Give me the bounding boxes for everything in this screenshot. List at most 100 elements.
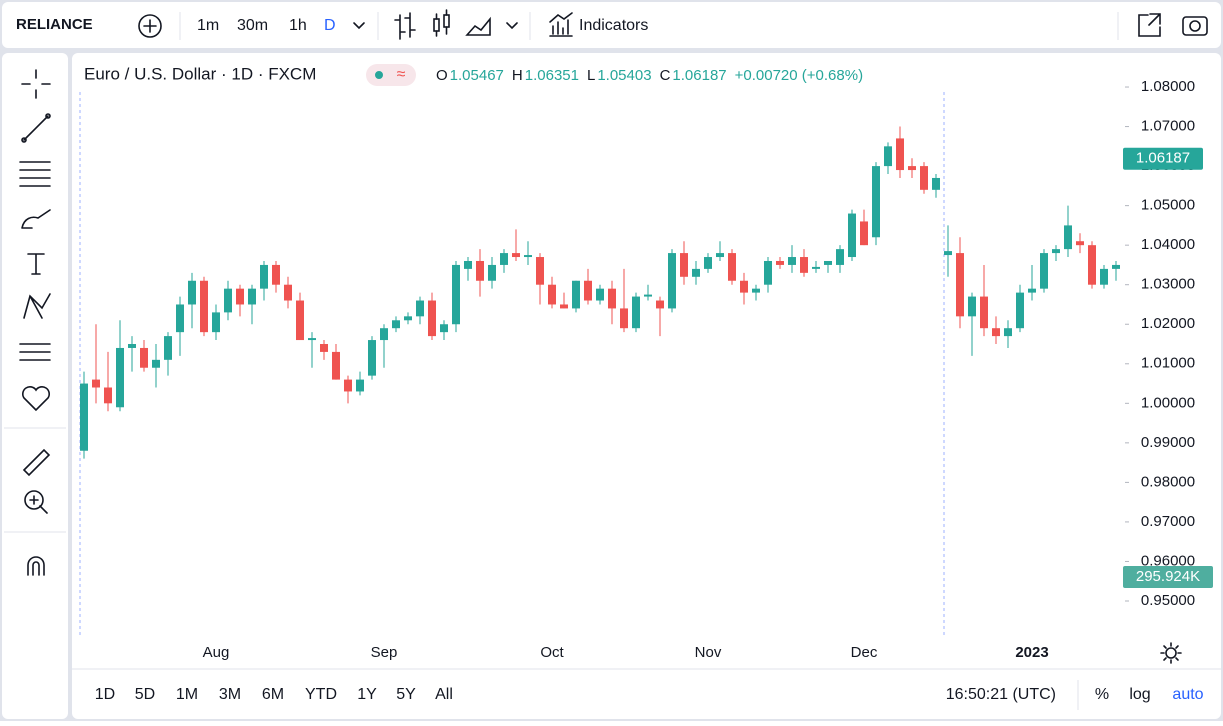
candle-body <box>452 264 460 325</box>
chart-panel <box>72 53 1221 719</box>
candle-body <box>764 260 772 285</box>
candle-body <box>956 253 964 317</box>
bar-style[interactable] <box>394 12 416 40</box>
candle-body <box>320 344 328 352</box>
settings[interactable] <box>1160 642 1182 664</box>
candle-body <box>248 288 256 305</box>
candle-body <box>200 280 208 333</box>
candle-body <box>788 257 796 265</box>
data-badge: ≈ <box>397 66 406 83</box>
scale-option[interactable]: % <box>1095 686 1109 703</box>
interval-button[interactable]: 1m <box>197 17 219 34</box>
scale-option[interactable]: auto <box>1172 686 1203 703</box>
range-button[interactable]: 1D <box>95 686 115 703</box>
y-tick-label: 1.04000 <box>1141 236 1195 253</box>
volume-tag <box>1123 566 1213 588</box>
candle-body <box>308 338 316 341</box>
favorites-tool[interactable] <box>21 386 51 412</box>
candle-body <box>104 387 112 404</box>
candle-body <box>128 344 136 348</box>
y-tick-label: 0.95000 <box>1141 592 1195 609</box>
ohlc-key: H <box>512 67 523 84</box>
add-symbol[interactable] <box>138 14 162 38</box>
area-style[interactable] <box>465 16 491 36</box>
candle-body <box>1040 253 1048 289</box>
candle-body <box>932 177 940 190</box>
zoom-tool[interactable] <box>24 490 48 514</box>
interval-dropdown[interactable] <box>353 22 365 30</box>
scale-option[interactable]: log <box>1129 686 1150 703</box>
range-button[interactable]: YTD <box>305 686 337 703</box>
y-tick-label: 1.08000 <box>1141 78 1195 95</box>
candle-body <box>140 347 148 368</box>
interval-button[interactable]: 1h <box>289 17 307 34</box>
brush-tool[interactable] <box>21 209 51 229</box>
candle-body <box>1028 288 1036 293</box>
candle-body <box>800 257 808 273</box>
candle-body <box>236 288 244 305</box>
candle-body <box>296 300 304 341</box>
ohlc-value: 1.05403 <box>597 67 651 84</box>
interval-button[interactable]: D <box>324 17 336 34</box>
fullscreen[interactable] <box>1138 13 1161 37</box>
candle-body <box>560 304 568 309</box>
candle-body <box>332 351 340 380</box>
candle-body <box>188 280 196 305</box>
prediction-tool[interactable] <box>19 343 51 361</box>
clock[interactable]: 16:50:21 (UTC) <box>946 686 1056 703</box>
y-tick-label: 1.07000 <box>1141 118 1195 135</box>
candle-body <box>740 280 748 293</box>
y-tick-label: 0.99000 <box>1141 434 1195 451</box>
text-tool[interactable] <box>27 253 45 275</box>
range-button[interactable]: 5D <box>135 686 155 703</box>
candle-body <box>272 264 280 285</box>
range-button[interactable]: 3M <box>219 686 241 703</box>
candle-body <box>524 255 532 258</box>
candle-style[interactable] <box>433 9 450 37</box>
range-button[interactable]: 1M <box>176 686 198 703</box>
symbol[interactable]: RELIANCE <box>16 16 93 33</box>
range-button[interactable]: 5Y <box>396 686 416 703</box>
style-dropdown[interactable] <box>506 22 518 30</box>
candle-body <box>680 253 688 277</box>
candle-body <box>980 296 988 329</box>
pattern-tool[interactable] <box>23 293 51 319</box>
indicators-button[interactable]: Indicators <box>579 17 648 34</box>
candle-body <box>1112 264 1120 269</box>
candle-body <box>1004 328 1012 337</box>
top-toolbar <box>2 2 1221 48</box>
candle-body <box>632 296 640 329</box>
y-tick-label: 0.96000 <box>1141 552 1195 569</box>
candle-body <box>152 359 160 368</box>
range-button[interactable]: All <box>435 686 453 703</box>
ohlc-value: 1.05467 <box>450 67 504 84</box>
candle-body <box>896 138 904 171</box>
candle-body <box>116 347 124 408</box>
candle-body <box>1052 249 1060 254</box>
magnet-tool[interactable] <box>27 556 45 576</box>
candle-body <box>776 260 784 265</box>
y-tick-label: 0.98000 <box>1141 473 1195 490</box>
candle-body <box>440 324 448 333</box>
candle-body <box>860 221 868 246</box>
ohlc-value: 1.06351 <box>525 67 579 84</box>
range-button[interactable]: 6M <box>262 686 284 703</box>
candle-body <box>356 379 364 392</box>
candle-body <box>704 257 712 269</box>
last-price-label: 1.06187 <box>1136 150 1190 167</box>
candle-body <box>596 288 604 301</box>
fib-tool[interactable] <box>19 161 51 187</box>
candle-body <box>80 383 88 451</box>
candle-body <box>548 284 556 305</box>
interval-button[interactable]: 30m <box>237 17 268 34</box>
price-change: +0.00720 (+0.68%) <box>735 67 863 84</box>
measure-tool[interactable] <box>22 448 51 477</box>
ohlc-value: 1.06187 <box>672 67 726 84</box>
indicators-icon[interactable] <box>549 12 573 37</box>
crosshair-tool[interactable] <box>21 69 51 99</box>
snapshot[interactable] <box>1182 16 1208 36</box>
trend-line-tool[interactable] <box>21 113 51 143</box>
ohlc-key: L <box>587 67 595 84</box>
range-button[interactable]: 1Y <box>357 686 377 703</box>
